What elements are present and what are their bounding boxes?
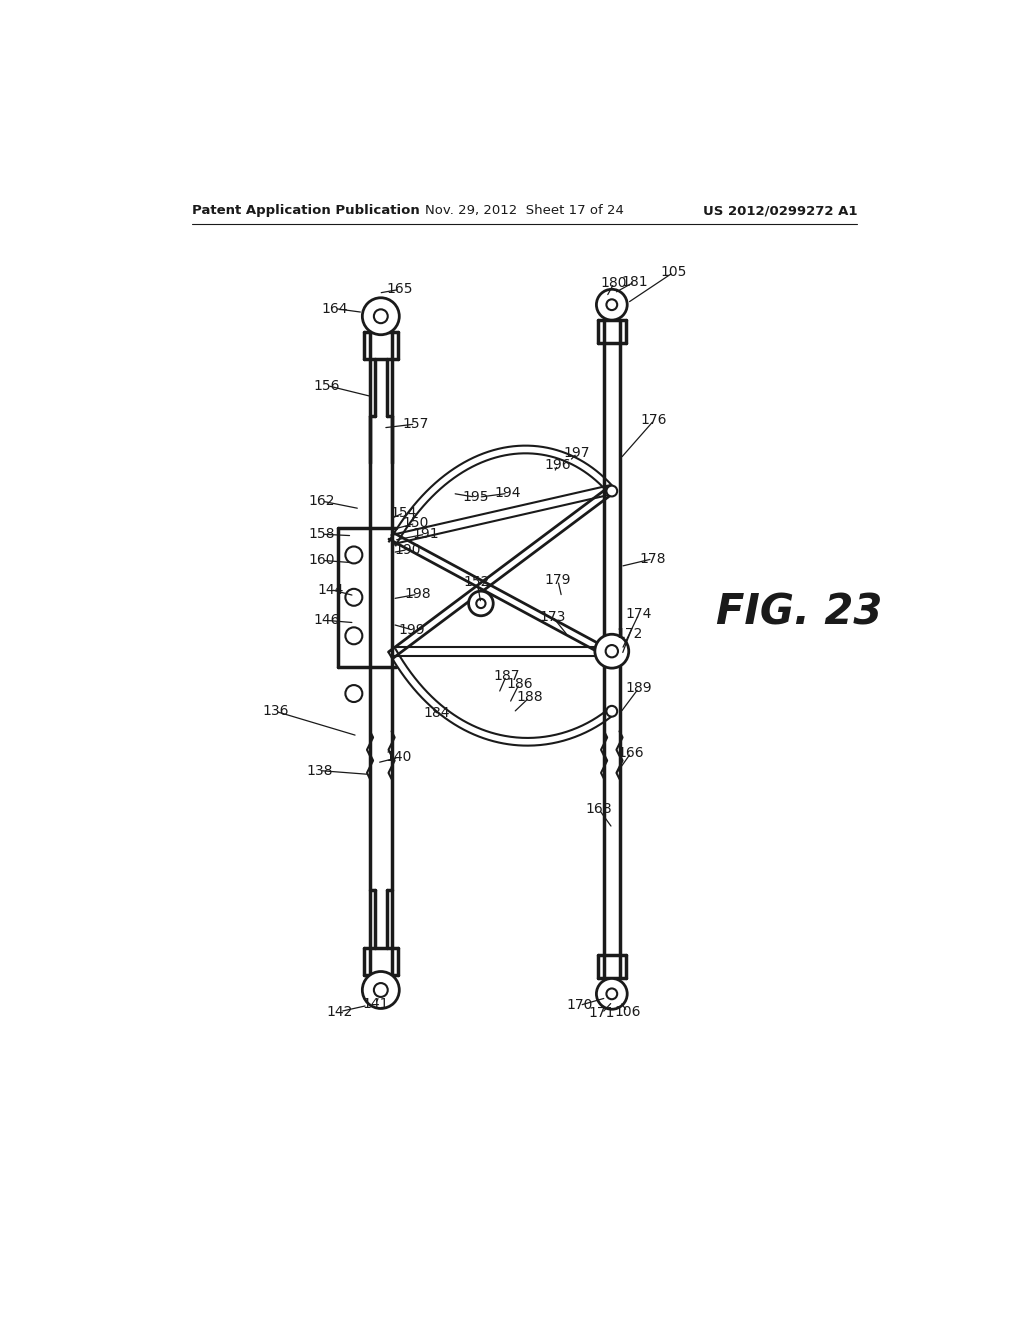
Text: 105: 105 [660,265,687,280]
Text: 198: 198 [404,587,431,601]
Text: 179: 179 [545,573,571,587]
Text: 173: 173 [540,610,565,623]
Text: 156: 156 [313,379,340,392]
Text: 160: 160 [308,553,335,568]
Text: 166: 166 [617,746,644,760]
Text: 190: 190 [394,543,421,557]
Text: 140: 140 [385,751,412,764]
Text: 150: 150 [402,516,429,531]
Circle shape [596,289,628,321]
Text: 180: 180 [601,276,628,290]
Text: 188: 188 [516,690,543,705]
Text: 144: 144 [317,582,344,597]
Text: 187: 187 [494,669,519,682]
Text: 157: 157 [402,417,429,432]
Circle shape [362,972,399,1008]
Circle shape [374,983,388,997]
Circle shape [605,645,617,657]
Text: 174: 174 [626,607,652,622]
Circle shape [345,627,362,644]
Text: 154: 154 [391,506,417,520]
Circle shape [362,298,399,335]
Text: 186: 186 [506,677,532,690]
Text: 171: 171 [589,1006,615,1020]
Text: 152: 152 [464,576,490,589]
Circle shape [606,989,617,999]
Circle shape [596,978,628,1010]
Text: 164: 164 [322,301,348,315]
Text: 165: 165 [387,282,414,296]
Text: 196: 196 [545,458,571,471]
Circle shape [606,300,617,310]
Circle shape [374,309,388,323]
Circle shape [476,599,485,609]
Text: 136: 136 [262,705,289,718]
Text: 158: 158 [308,527,335,541]
Circle shape [595,635,629,668]
Text: 184: 184 [424,706,451,719]
Text: 172: 172 [616,627,643,642]
Circle shape [606,486,617,496]
Text: 162: 162 [308,494,335,508]
Text: 181: 181 [622,275,648,289]
Text: 146: 146 [313,614,340,627]
Circle shape [606,706,617,717]
Text: 178: 178 [639,552,666,566]
Text: 191: 191 [412,527,438,541]
Text: 176: 176 [641,413,668,428]
Text: US 2012/0299272 A1: US 2012/0299272 A1 [702,205,857,218]
Text: 189: 189 [626,681,652,696]
Circle shape [469,591,494,615]
Text: 199: 199 [398,623,425,636]
Text: 138: 138 [306,763,333,777]
Circle shape [345,685,362,702]
Text: Patent Application Publication: Patent Application Publication [193,205,420,218]
Text: 141: 141 [362,997,389,1011]
Text: Nov. 29, 2012  Sheet 17 of 24: Nov. 29, 2012 Sheet 17 of 24 [425,205,625,218]
Text: FIG. 23: FIG. 23 [716,591,882,634]
Circle shape [345,546,362,564]
Text: 195: 195 [462,490,488,504]
Text: 142: 142 [327,1005,353,1019]
Text: 170: 170 [566,998,593,1012]
Text: 197: 197 [564,446,591,461]
Text: 194: 194 [495,486,521,500]
Circle shape [345,589,362,606]
Text: 106: 106 [614,1005,640,1019]
Text: 168: 168 [586,803,612,816]
